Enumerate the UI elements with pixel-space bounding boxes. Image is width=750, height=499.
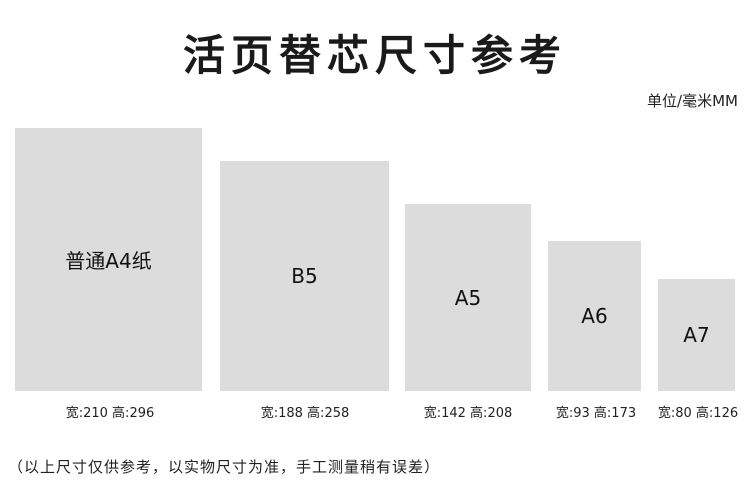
sheet-a4: 普通A4纸 (15, 128, 202, 391)
sheet-b5: B5 (220, 161, 389, 391)
sheet-label: A6 (581, 304, 608, 328)
unit-label: 单位/毫米MM (647, 92, 738, 110)
dims-a7: 宽:80 高:126 (657, 406, 739, 421)
sheet-a7: A7 (658, 279, 735, 391)
sheet-label: 普通A4纸 (65, 249, 152, 273)
dims-a5: 宽:142 高:208 (423, 406, 513, 421)
disclaimer-note: （以上尺寸仅供参考，以实物尺寸为准，手工测量稍有误差） (8, 458, 441, 476)
sheet-label: A5 (454, 285, 482, 310)
dims-a6: 宽:93 高:173 (555, 406, 637, 421)
page-title: 活页替芯尺寸参考 (182, 31, 567, 80)
dims-b5: 宽:188 高:258 (260, 406, 350, 421)
dims-a4: 宽:210 高:296 (65, 406, 155, 421)
sheet-a6: A6 (548, 241, 641, 391)
sheet-a5: A5 (405, 204, 531, 391)
sheet-label: A7 (683, 323, 710, 347)
sheet-label: B5 (291, 264, 318, 288)
